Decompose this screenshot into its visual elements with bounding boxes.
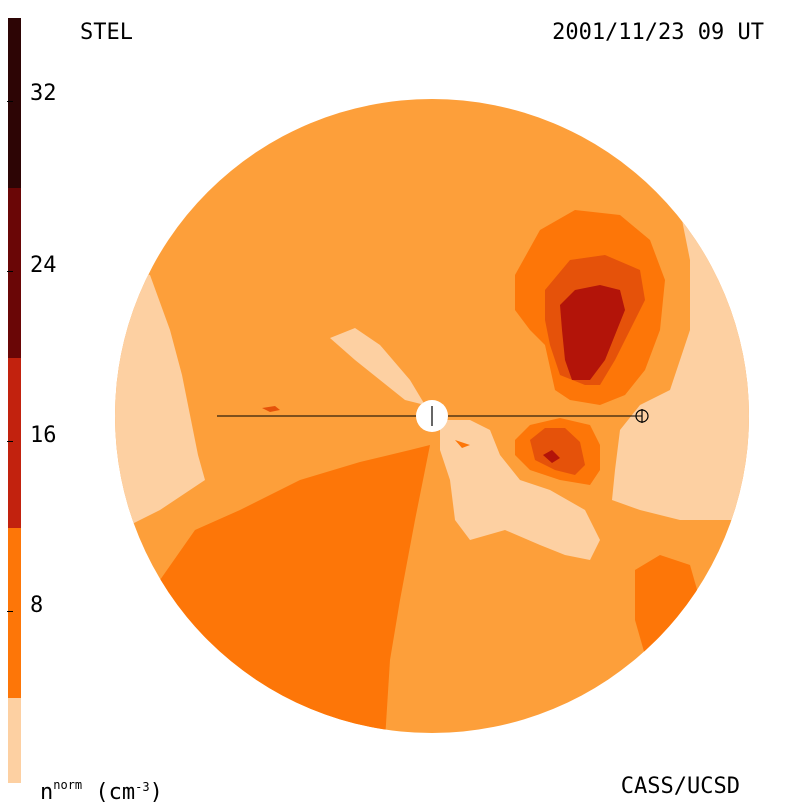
- colorbar-tick: [7, 101, 13, 102]
- colorbar-segment: [8, 528, 21, 698]
- density-region-high: [262, 406, 280, 412]
- density-region-peak: [560, 285, 625, 380]
- credit-label: CASS/UCSD: [620, 774, 740, 799]
- density-region-mid: [635, 555, 700, 655]
- units-exponent: -3: [135, 780, 150, 794]
- colorbar-segment: [8, 188, 21, 358]
- colorbar-tick-label: 16: [30, 423, 57, 448]
- density-region-mid: [455, 440, 470, 448]
- colorbar-segment: [8, 358, 21, 528]
- units-superscript: norm: [53, 778, 83, 792]
- colorbar-tick: [7, 441, 13, 442]
- colorbar-tick-label: 32: [30, 81, 57, 106]
- density-region-low: [440, 420, 600, 560]
- density-region-high: [530, 428, 585, 475]
- colorbar-tick-label: 8: [30, 593, 44, 618]
- colorbar-tick: [7, 611, 13, 612]
- colorbar-segment: [8, 18, 21, 188]
- units-close: ): [149, 780, 163, 805]
- units-label: nnorm (cm-3): [40, 774, 163, 804]
- density-region-peak: [543, 450, 560, 463]
- timestamp-label: 2001/11/23 09 UT: [552, 20, 764, 45]
- units-symbol: n: [40, 780, 54, 805]
- instrument-title: STEL: [80, 20, 133, 45]
- colorbar-tick-label: 24: [30, 253, 57, 278]
- colorbar-tick: [7, 271, 13, 272]
- density-region-low: [330, 328, 425, 405]
- units-open: (cm: [82, 780, 136, 805]
- colorbar-segment: [8, 698, 21, 783]
